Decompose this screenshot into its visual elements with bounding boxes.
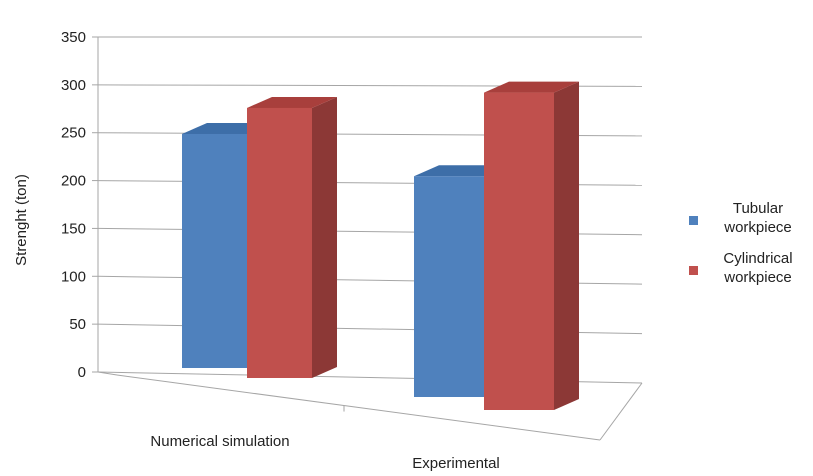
legend-label: workpiece	[723, 269, 792, 286]
bar-side-face	[554, 81, 579, 410]
bars	[182, 81, 579, 410]
bar-front-face	[247, 107, 312, 379]
x-axis-line	[116, 374, 601, 441]
bar-cylindrical-workpiece-2	[484, 81, 579, 410]
bar-front-face	[484, 92, 554, 410]
legend: Tubular workpiece Cylindrical workpiece	[689, 200, 793, 286]
y-tick-label: 50	[69, 316, 86, 333]
legend-label: Tubular	[733, 200, 783, 217]
x-category-label: Experimental	[412, 455, 500, 472]
floor-right-edge	[599, 382, 643, 441]
y-tick-label: 300	[61, 77, 86, 94]
y-tick-label: 100	[61, 268, 86, 285]
bar-front-face	[414, 176, 484, 397]
legend-swatch	[689, 266, 698, 275]
bar-top-face	[247, 96, 337, 108]
bar-cylindrical-workpiece-1	[247, 96, 337, 379]
floor-left-edge	[97, 371, 118, 376]
axes	[97, 37, 643, 441]
bar-front-face	[182, 133, 247, 368]
y-tick-label: 200	[61, 173, 86, 190]
y-tick-label: 350	[61, 29, 86, 46]
y-axis-title: Strenght (ton)	[13, 174, 30, 266]
bar-top-face	[484, 81, 579, 93]
labels: 0 50 100 150 200 250 300 350 Numerical simulatio…	[13, 29, 500, 472]
bar-side-face	[312, 96, 337, 379]
y-tick-label: 0	[78, 364, 86, 381]
legend-label: Cylindrical	[723, 250, 792, 267]
legend-swatch	[689, 216, 698, 225]
x-category-label: Numerical simulation	[150, 433, 289, 450]
legend-label: workpiece	[723, 219, 792, 236]
y-tick-label: 150	[61, 220, 86, 237]
y-tick-label: 250	[61, 125, 86, 142]
